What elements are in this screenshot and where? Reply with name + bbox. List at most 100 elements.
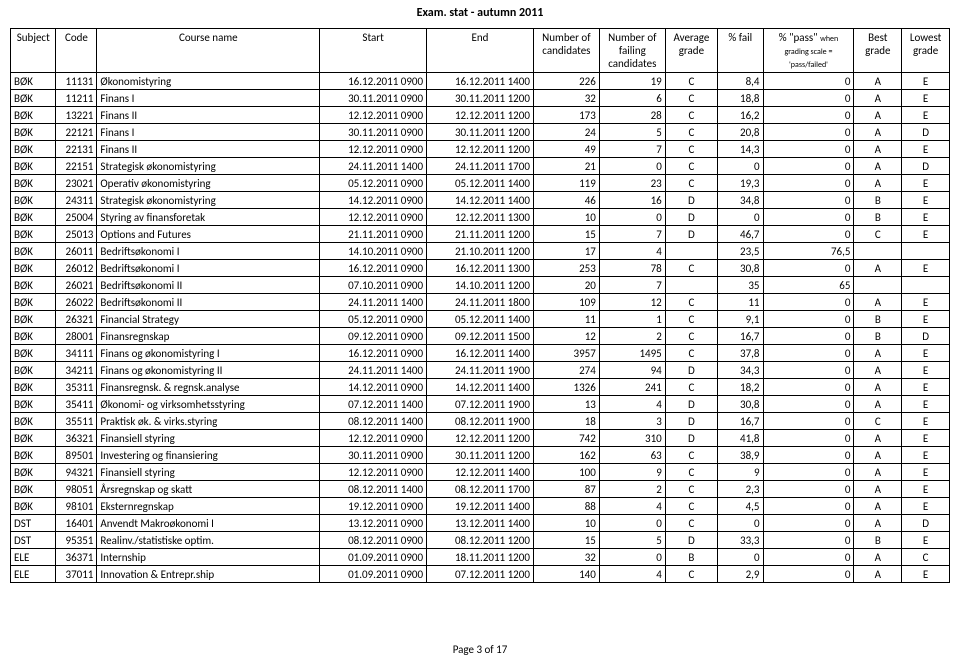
h-ppass-main: % "pass" [779,31,818,44]
cell: A [854,260,902,277]
cell: Investering og finansiering [97,447,320,464]
cell: 46 [533,192,599,209]
cell: 253 [533,260,599,277]
cell: E [902,90,950,107]
cell: BØK [11,481,56,498]
cell: 0 [763,549,854,566]
cell: 7 [599,226,665,243]
table-row: BØK11211Finans I30.11.2011 090030.11.201… [11,90,950,107]
cell: 25013 [56,226,97,243]
cell: C [665,90,717,107]
cell: C [665,379,717,396]
cell: 38,9 [718,447,763,464]
cell: 7 [599,141,665,158]
table-row: DST95351Realinv./statistiske optim.08.12… [11,532,950,549]
cell: 226 [533,73,599,90]
cell: 34,3 [718,362,763,379]
cell: 07.12.2011 1200 [427,566,534,583]
cell: C [665,515,717,532]
table-row: BØK26321Financial Strategy05.12.2011 090… [11,311,950,328]
cell: 0 [763,498,854,515]
cell: A [854,549,902,566]
table-row: BØK34211Finans og økonomistyring II24.11… [11,362,950,379]
cell: C [665,73,717,90]
cell: Styring av finansforetak [97,209,320,226]
cell: 09.12.2011 0900 [320,328,427,345]
cell: E [902,175,950,192]
cell: ELE [11,566,56,583]
cell: 98051 [56,481,97,498]
cell: 17 [533,243,599,260]
cell: B [665,549,717,566]
cell: 16,7 [718,328,763,345]
cell: 9 [718,464,763,481]
cell: Finansiell styring [97,464,320,481]
h-num-fail: Number of failing candidates [599,29,665,73]
cell: 30.11.2011 0900 [320,447,427,464]
cell: 0 [763,141,854,158]
cell: BØK [11,260,56,277]
cell: 05.12.2011 1400 [427,311,534,328]
cell: 14,3 [718,141,763,158]
cell: 5 [599,124,665,141]
cell: 08.12.2011 0900 [320,532,427,549]
cell: BØK [11,192,56,209]
cell: D [665,430,717,447]
cell: 241 [599,379,665,396]
cell: 01.09.2011 0900 [320,549,427,566]
table-row: BØK26021Bedriftsøkonomi II07.10.2011 090… [11,277,950,294]
cell: 24 [533,124,599,141]
cell: E [902,260,950,277]
cell: 19.12.2011 0900 [320,498,427,515]
page-title: Exam. stat - autumn 2011 [0,0,960,28]
cell: Strategisk økonomistyring [97,158,320,175]
cell: D [665,226,717,243]
cell: 30,8 [718,260,763,277]
cell: Eksternregnskap [97,498,320,515]
cell: 173 [533,107,599,124]
cell: C [665,124,717,141]
cell: BØK [11,345,56,362]
cell: 0 [599,209,665,226]
cell: 34211 [56,362,97,379]
cell: Realinv./statistiske optim. [97,532,320,549]
cell: Økonomi- og virksomhetsstyring [97,396,320,413]
cell: D [902,158,950,175]
cell: 21.10.2011 1200 [427,243,534,260]
cell: 0 [718,209,763,226]
cell: 41,8 [718,430,763,447]
cell: 1495 [599,345,665,362]
h-num-cand: Number of candidates [533,29,599,73]
h-course: Course name [97,29,320,73]
cell: 0 [763,396,854,413]
cell: 0 [763,430,854,447]
cell: 26321 [56,311,97,328]
table-row: BØK22121Finans I30.11.2011 090030.11.201… [11,124,950,141]
cell: 76,5 [763,243,854,260]
cell: 0 [763,294,854,311]
table-row: ELE36371Internship01.09.2011 090018.11.2… [11,549,950,566]
cell: BØK [11,311,56,328]
cell: Options and Futures [97,226,320,243]
cell: D [665,396,717,413]
cell: B [854,328,902,345]
cell: 0 [763,362,854,379]
cell: C [665,566,717,583]
cell: 0 [763,345,854,362]
table-row: BØK11131Økonomistyring16.12.2011 090016.… [11,73,950,90]
cell: 8,4 [718,73,763,90]
cell: 16,7 [718,413,763,430]
table-row: BØK35411Økonomi- og virksomhetsstyring07… [11,396,950,413]
cell: 09.12.2011 1500 [427,328,534,345]
cell: B [854,192,902,209]
cell: A [854,379,902,396]
cell: A [854,498,902,515]
cell: Anvendt Makroøkonomi I [97,515,320,532]
cell: A [854,345,902,362]
cell: 26012 [56,260,97,277]
cell: E [902,294,950,311]
cell: 65 [763,277,854,294]
cell: 24.11.2011 1400 [320,362,427,379]
cell: C [665,158,717,175]
cell: 19.12.2011 1400 [427,498,534,515]
